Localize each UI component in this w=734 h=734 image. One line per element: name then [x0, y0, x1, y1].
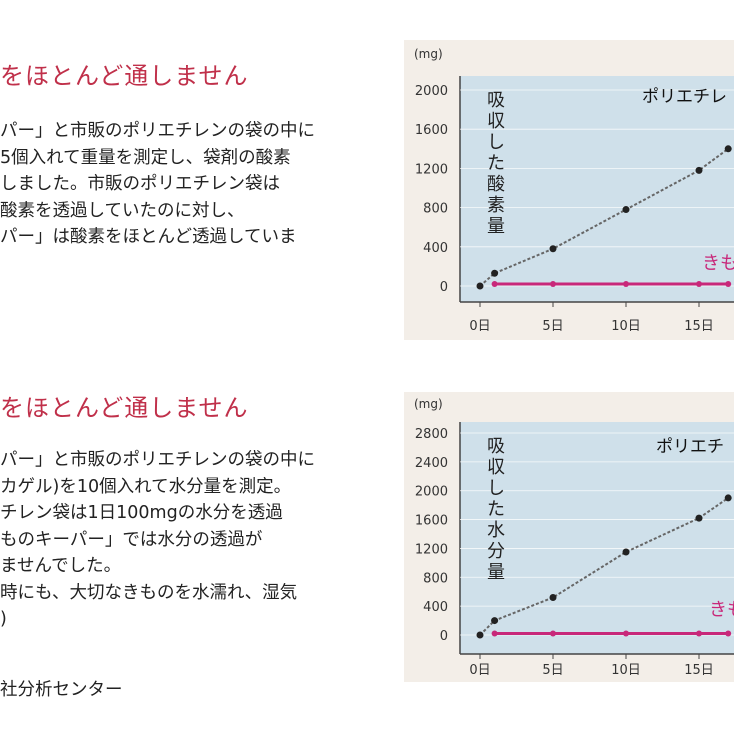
section2-line: パー」と市販のポリエチレンの袋の中に: [0, 450, 315, 470]
data-point: [696, 630, 702, 637]
data-point: [491, 617, 499, 625]
section1-heading: をほとんど通しません: [0, 62, 249, 90]
y-tick-label: 800: [423, 571, 448, 586]
section2-paragraph: パー」と市販のポリエチレンの袋の中に カゲル)を10個入れて水分量を測定。 チレ…: [0, 447, 315, 633]
section1-line: 酸素を透過していたのに対し、: [0, 200, 245, 221]
section2-line: ものキーパー」では水分の透過が: [0, 529, 263, 550]
x-tick-label: 10日: [611, 319, 641, 334]
section2-line: ): [0, 609, 7, 629]
section2-line: カゲル)を10個入れて水分量を測定。: [0, 476, 292, 497]
y-axis-title-char: 収: [487, 457, 505, 478]
y-tick-label: 400: [423, 241, 448, 256]
series-label-polyethylene: ポリエチレ: [642, 87, 727, 107]
x-tick-label: 0日: [469, 319, 490, 334]
y-axis-title-char: 分: [487, 541, 505, 562]
data-point: [491, 630, 498, 637]
section1-line: パー」は酸素をほとんど透過していま: [0, 227, 297, 247]
data-point: [476, 282, 484, 290]
data-point: [724, 145, 732, 153]
data-point: [622, 548, 630, 556]
section1-line: しました。市販のポリエチレン袋は: [0, 174, 280, 194]
y-axis-title-char: 酸: [487, 174, 505, 195]
moisture-chart-panel: 0 400 800 1200 1600 2000 2400 2800 (mg) 0日 5日 10日 15…: [404, 392, 734, 682]
data-point: [550, 630, 556, 637]
y-axis-title-char: 量: [487, 216, 505, 237]
data-point: [725, 281, 732, 288]
y-tick-label: 0: [440, 280, 448, 295]
data-point: [695, 514, 703, 522]
y-axis-title-char: 吸: [487, 436, 505, 457]
x-tick-label: 5日: [542, 319, 563, 334]
data-point: [491, 281, 498, 288]
data-point: [724, 494, 732, 502]
y-axis-title-char: 量: [487, 562, 505, 583]
data-point: [725, 630, 732, 637]
section1-line: パー」と市販のポリエチレンの袋の中に: [0, 121, 315, 141]
data-point: [623, 630, 629, 637]
moisture-chart: 0 400 800 1200 1600 2000 2400 2800 (mg) 0日 5日 10日 15…: [414, 397, 734, 678]
y-tick-label: 1600: [415, 514, 448, 529]
data-point: [623, 281, 629, 288]
y-axis-title-char: 水: [487, 520, 505, 541]
y-tick-label: 2000: [415, 485, 448, 500]
data-point: [491, 269, 499, 277]
x-tick-label: 10日: [611, 663, 641, 678]
data-point: [695, 166, 703, 174]
y-unit-label: (mg): [414, 47, 443, 61]
data-point: [476, 631, 484, 639]
y-axis-title-char: 吸: [487, 90, 505, 111]
x-tick-label: 0日: [469, 663, 490, 678]
x-tick-label: 15日: [684, 663, 714, 678]
y-tick-label: 2800: [415, 427, 448, 442]
series-label-polyethylene: ポリエチ: [656, 437, 724, 457]
data-point: [696, 281, 702, 288]
x-tick-label: 5日: [542, 663, 563, 678]
y-tick-label: 1200: [415, 162, 448, 177]
y-axis-title-char: し: [487, 132, 505, 153]
y-axis-title-char: た: [487, 153, 505, 174]
y-tick-label: 1600: [415, 123, 448, 138]
y-tick-label: 1200: [415, 542, 448, 557]
oxygen-chart-panel: 0 400 800 1200 1600 2000 (mg) 0日 5日 10日 15日 吸収した酸素量…: [404, 40, 734, 340]
y-axis-title-char: 収: [487, 111, 505, 132]
source-footer: 社分析センター: [0, 680, 123, 700]
y-axis-title-char: 素: [487, 195, 505, 216]
plot-area: [460, 76, 734, 302]
y-axis-title-char: し: [487, 478, 505, 499]
section2-heading: をほとんど通しません: [0, 394, 249, 422]
y-unit-label: (mg): [414, 397, 443, 411]
section1-paragraph: パー」と市販のポリエチレンの袋の中に 5個入れて重量を測定し、袋剤の酸素 しまし…: [0, 118, 315, 251]
section2-line: ませんでした。: [0, 556, 122, 576]
x-tick-label: 15日: [684, 319, 714, 334]
data-point: [549, 245, 557, 253]
data-point: [549, 593, 557, 601]
y-tick-label: 400: [423, 600, 448, 615]
section2-line: 時にも、大切なきものを水濡れ、湿気: [0, 582, 298, 603]
y-tick-label: 800: [423, 202, 448, 217]
y-axis-title-char: た: [487, 499, 505, 520]
section1-line: 5個入れて重量を測定し、袋剤の酸素: [0, 147, 291, 168]
oxygen-chart: 0 400 800 1200 1600 2000 (mg) 0日 5日 10日 15日 吸収した酸素量…: [414, 47, 734, 334]
section2-line: チレン袋は1日100mgの水分を透過: [0, 503, 283, 523]
data-point: [622, 206, 630, 214]
series-label-kimono-keeper: きも: [702, 253, 734, 274]
data-point: [550, 281, 556, 288]
y-tick-label: 2400: [415, 456, 448, 471]
y-tick-label: 0: [440, 629, 448, 644]
series-label-kimono-keeper: きも: [709, 600, 734, 621]
y-tick-label: 2000: [415, 84, 448, 99]
